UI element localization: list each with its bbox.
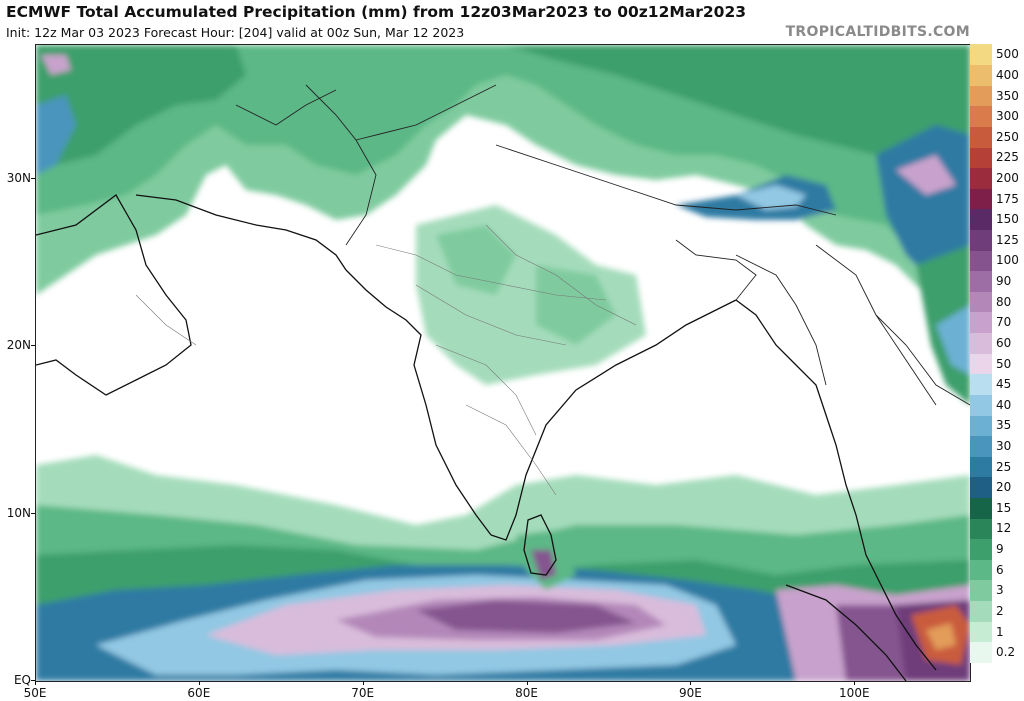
colorbar-label: 50: [996, 356, 1012, 371]
forecast-subtitle: Init: 12z Mar 03 2023 Forecast Hour: [20…: [6, 25, 465, 40]
colorbar-swatch: [970, 538, 992, 560]
colorbar-label: 6: [996, 562, 1004, 577]
colorbar-swatch: [970, 126, 992, 148]
colorbar-label: 40: [996, 397, 1012, 412]
colorbar-swatch: [970, 353, 992, 375]
colorbar-label: 0.2: [996, 645, 1016, 660]
colorbar-label: 20: [996, 480, 1012, 495]
colorbar-label: 90: [996, 274, 1012, 289]
colorbar-label: 3: [996, 583, 1004, 598]
colorbar-swatch: [970, 105, 992, 127]
colorbar-label: 250: [996, 129, 1019, 144]
colorbar-label: 150: [996, 212, 1019, 227]
country-borders: [235, 84, 970, 406]
colorbar-swatch: [970, 188, 992, 210]
colorbar-label: 100: [996, 253, 1019, 268]
colorbar-label: 35: [996, 418, 1012, 433]
colorbar-label: 45: [996, 377, 1012, 392]
colorbar-swatch: [970, 435, 992, 457]
x-tick-label: 70E: [351, 686, 375, 700]
precip-colorbar: 0.2 1 2 3 6 9 12 15 20 25 30 35 40 45 50 60 70 80 90 100 125…: [969, 44, 1024, 681]
colorbar-swatch: [970, 64, 992, 86]
y-tick-mark: [31, 177, 35, 179]
colorbar-label: 12: [996, 521, 1012, 536]
brand-watermark: TROPICALTIDBITS.COM: [785, 24, 970, 40]
x-tick-mark: [854, 681, 856, 685]
colorbar-label: 200: [996, 170, 1019, 185]
colorbar-swatch: [970, 559, 992, 581]
colorbar-label: 400: [996, 67, 1019, 82]
colorbar-label: 30: [996, 438, 1012, 453]
colorbar-swatch: [970, 44, 992, 66]
x-tick-label: 60E: [187, 686, 211, 700]
x-tick-mark: [35, 681, 36, 685]
colorbar-label: 225: [996, 150, 1019, 165]
colorbar-label: 500: [996, 47, 1019, 62]
colorbar-label: 350: [996, 88, 1019, 103]
x-tick-label: 80E: [515, 686, 538, 700]
y-tick-mark: [31, 680, 35, 681]
colorbar-label: 1: [996, 624, 1004, 639]
y-tick-label: EQ: [13, 673, 31, 687]
colorbar-swatch: [970, 147, 992, 169]
colorbar-label: 2: [996, 603, 1004, 618]
colorbar-swatch: [970, 270, 992, 292]
y-tick-mark: [31, 345, 35, 347]
colorbar-swatch: [970, 456, 992, 478]
colorbar-swatch: [970, 85, 992, 107]
colorbar-swatch: [970, 621, 992, 643]
colorbar-swatch: [970, 229, 992, 251]
colorbar-label: 70: [996, 315, 1012, 330]
colorbar-label: 175: [996, 191, 1019, 206]
colorbar-swatch: [970, 373, 992, 395]
x-tick-label: 100E: [839, 686, 870, 700]
colorbar-swatch: [970, 167, 992, 189]
colorbar-swatch: [970, 208, 992, 231]
state-borders: [135, 224, 637, 496]
y-tick-mark: [31, 512, 35, 514]
colorbar-swatch: [970, 518, 992, 540]
y-tick-label: 30N: [6, 170, 31, 185]
x-tick-mark: [526, 681, 528, 685]
colorbar-swatch: [970, 641, 992, 663]
colorbar-swatch: [970, 332, 992, 354]
colorbar-swatch: [970, 311, 992, 334]
x-tick-label: 90E: [679, 686, 702, 700]
colorbar-label: 15: [996, 500, 1012, 515]
precip-field: [36, 45, 970, 681]
map-canvas: [36, 45, 970, 681]
colorbar-swatch: [970, 250, 992, 272]
x-tick-mark: [690, 681, 692, 685]
colorbar-label: 25: [996, 459, 1012, 474]
colorbar-swatch: [970, 476, 992, 499]
y-tick-label: 20N: [6, 338, 31, 353]
colorbar-swatch: [970, 497, 992, 519]
precipitation-map: [35, 44, 971, 682]
colorbar-label: 80: [996, 294, 1012, 309]
x-tick-label: 50E: [23, 686, 47, 700]
colorbar-label: 125: [996, 232, 1019, 247]
colorbar-swatch: [970, 415, 992, 437]
colorbar-label: 300: [996, 109, 1019, 124]
colorbar-label: 9: [996, 542, 1004, 557]
x-tick-mark: [198, 681, 200, 685]
colorbar-swatch: [970, 394, 992, 416]
colorbar-label: 60: [996, 335, 1012, 350]
colorbar-swatch: [970, 579, 992, 602]
colorbar-swatch: [970, 600, 992, 622]
y-tick-label: 10N: [6, 505, 31, 520]
x-tick-mark: [362, 681, 364, 685]
chart-title: ECMWF Total Accumulated Precipitation (m…: [6, 3, 747, 21]
colorbar-swatch: [970, 291, 992, 313]
coastlines: [36, 194, 937, 681]
